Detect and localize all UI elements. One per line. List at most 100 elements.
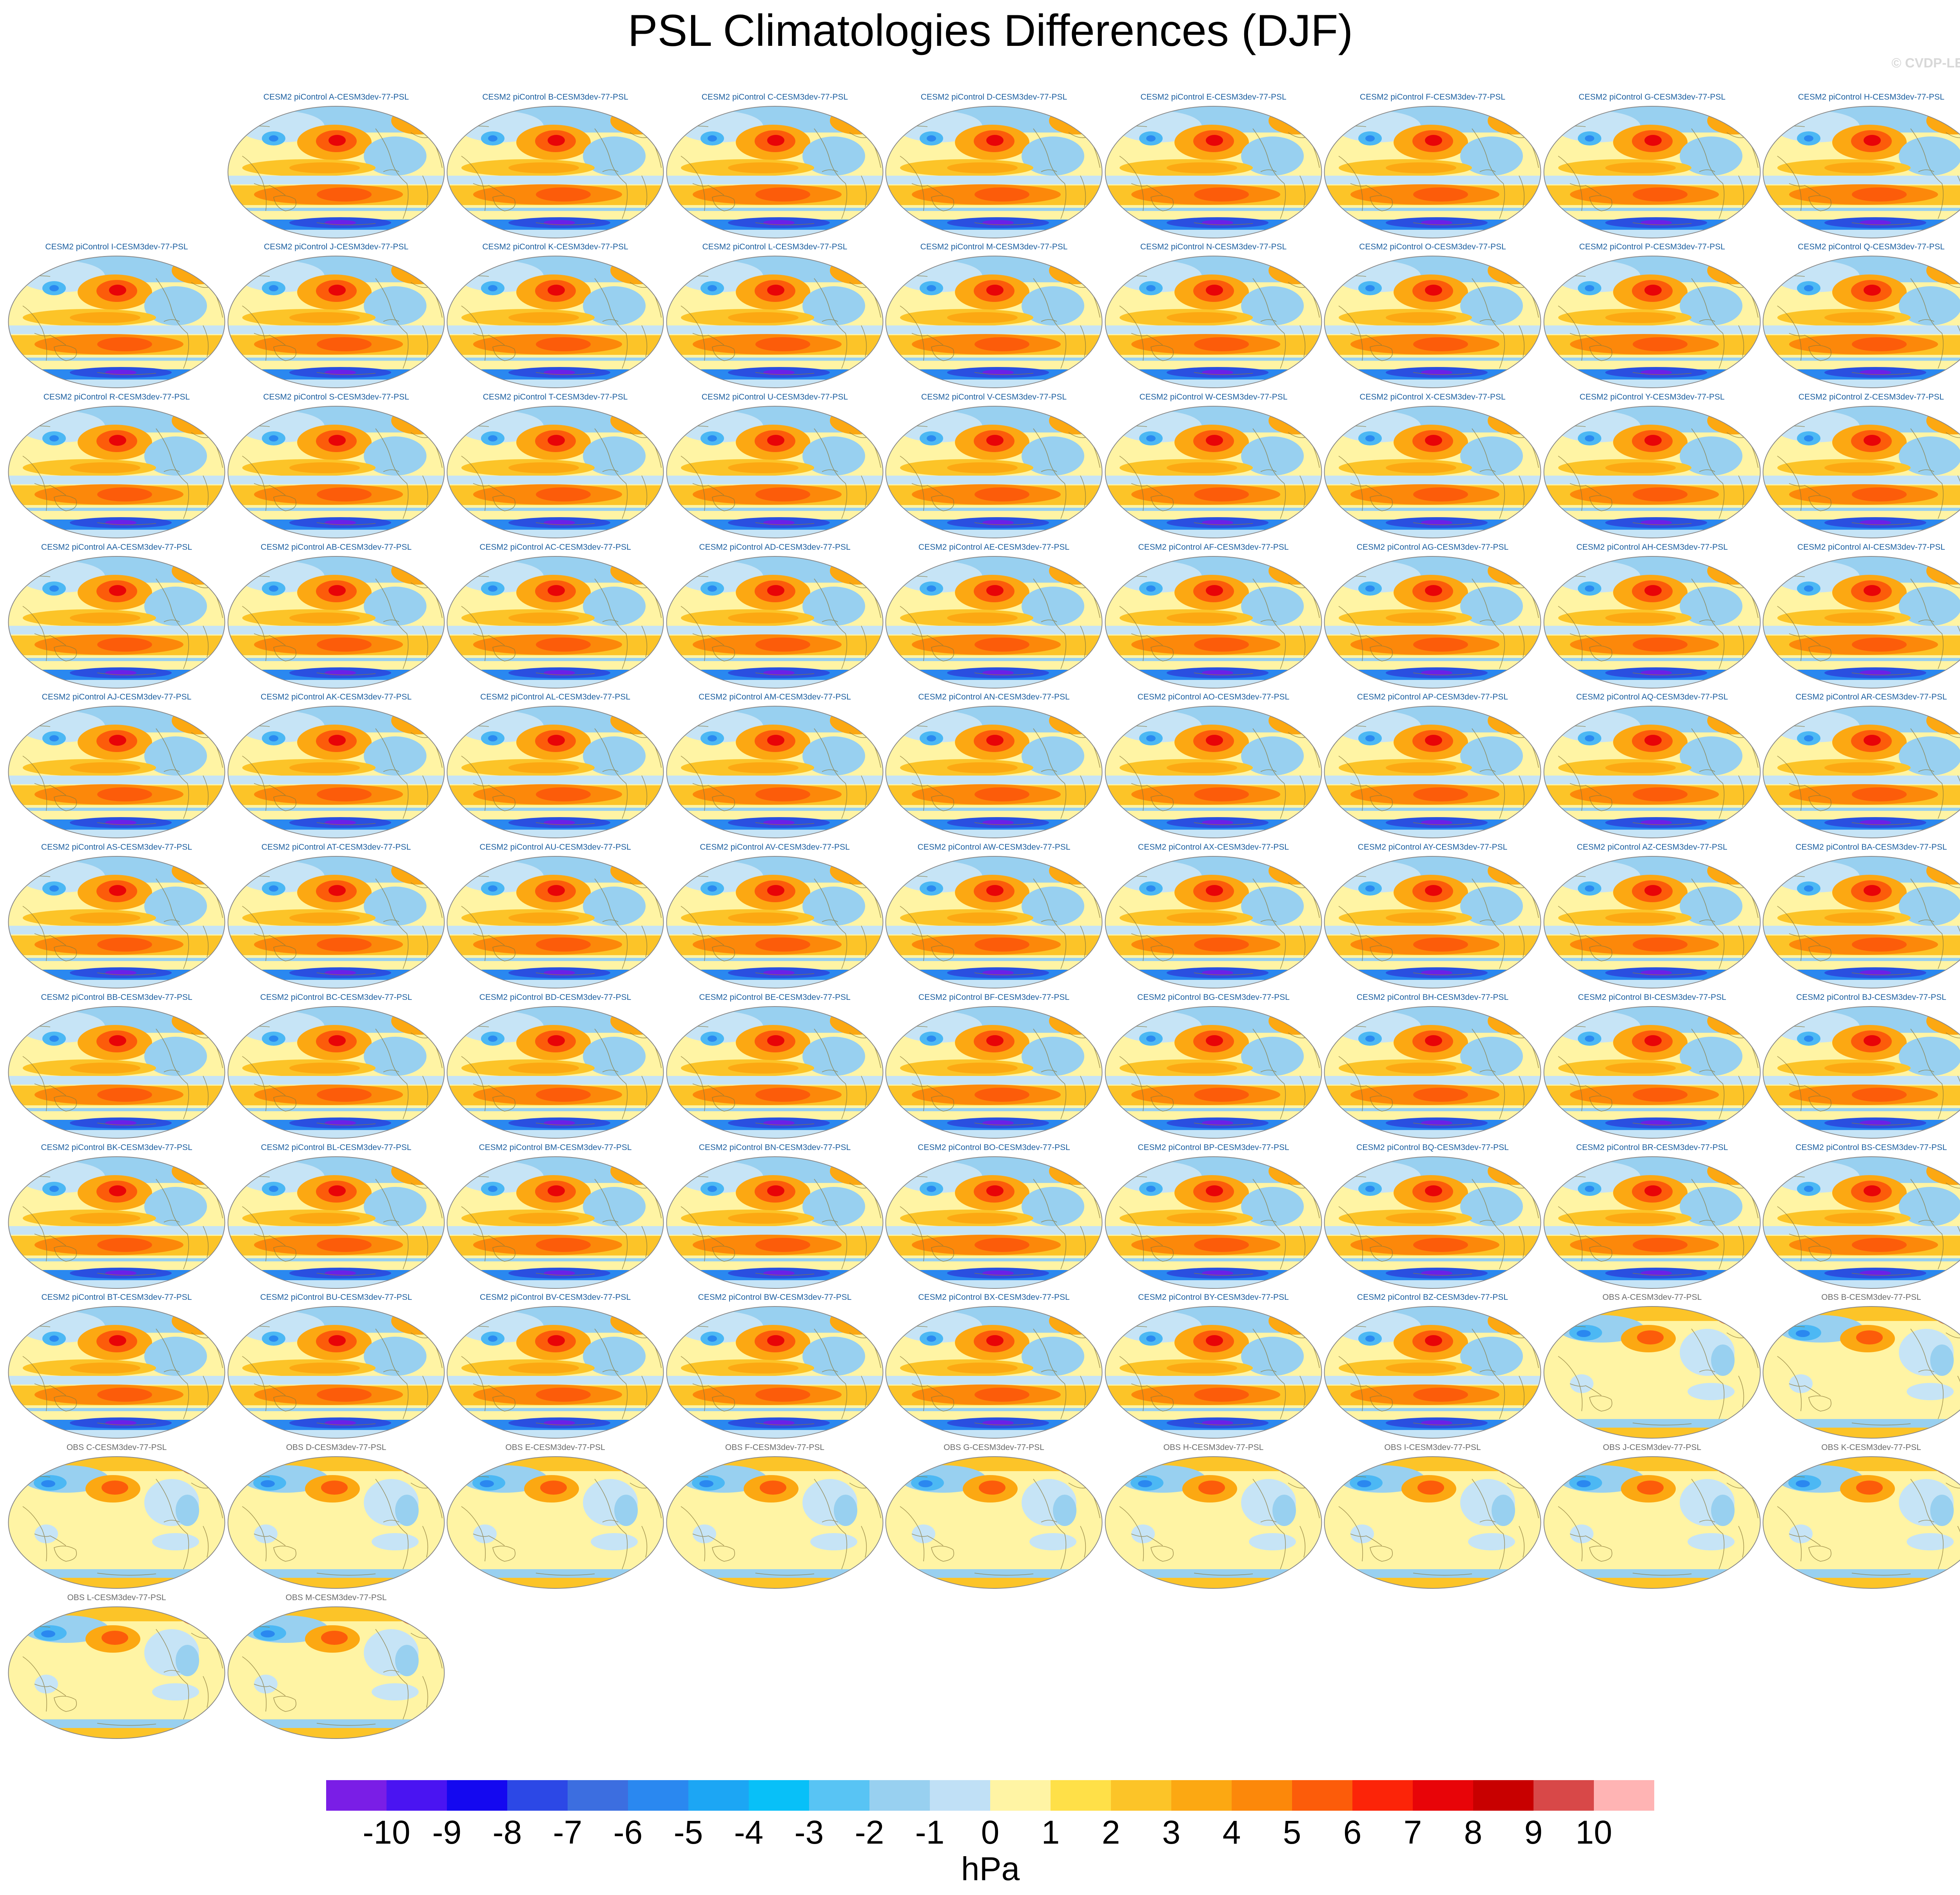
coastline	[1570, 633, 1602, 646]
map-panel: CESM2 piControl AJ-CESM3dev-77-PSL	[7, 689, 226, 839]
high-pressure-cell	[1049, 1007, 1102, 1035]
high-pressure-cell	[1069, 1162, 1092, 1176]
coastline	[814, 428, 848, 519]
low-pressure-cell	[1365, 435, 1375, 442]
high-pressure-cell	[1269, 1157, 1322, 1185]
pressure-band	[447, 1226, 664, 1235]
pressure-band	[1167, 162, 1237, 173]
coastline	[1691, 128, 1725, 219]
pressure-band	[8, 661, 225, 668]
map-outline	[446, 1006, 664, 1139]
coastline	[1338, 906, 1363, 961]
panel-title: CESM2 piControl Y-CESM3dev-77-PSL	[1579, 392, 1725, 402]
coastline	[1738, 775, 1744, 807]
map-outline	[446, 1456, 664, 1589]
pressure-band	[254, 1524, 278, 1543]
coastline	[861, 1375, 867, 1408]
coastline	[755, 522, 815, 525]
high-pressure-cell	[1269, 857, 1322, 885]
coastline	[34, 633, 66, 646]
low-pressure-cell	[1365, 1186, 1375, 1192]
pressure-band	[1241, 286, 1304, 325]
panel-title: CESM2 piControl BE-CESM3dev-77-PSL	[699, 993, 851, 1002]
high-pressure-cell	[1206, 285, 1223, 296]
robinson-map	[1543, 1456, 1761, 1589]
pressure-band	[1763, 661, 1960, 668]
high-pressure-cell	[849, 862, 873, 876]
low-pressure-cell	[1146, 1186, 1156, 1192]
map-outline	[446, 856, 664, 988]
pressure-band	[1105, 211, 1322, 218]
pressure-band	[1544, 926, 1760, 934]
coastline	[1131, 1083, 1163, 1096]
map-panel: CESM2 piControl AG-CESM3dev-77-PSL	[1323, 540, 1542, 689]
coastline	[1350, 1083, 1382, 1096]
map-panel: OBS I-CESM3dev-77-PSL	[1323, 1440, 1542, 1590]
pressure-band	[1899, 286, 1960, 325]
map-outline	[8, 256, 225, 388]
pressure-band	[1324, 626, 1541, 634]
coastlines	[1769, 1176, 1960, 1276]
high-pressure-cell	[19, 1579, 58, 1588]
high-pressure-cell	[1049, 1157, 1102, 1185]
pressure-band	[70, 762, 140, 773]
pressure-band	[1324, 1076, 1541, 1085]
coastline	[473, 933, 505, 946]
panel-title: CESM2 piControl M-CESM3dev-77-PSL	[920, 242, 1068, 251]
map-panel: OBS D-CESM3dev-77-PSL	[227, 1440, 446, 1590]
colorbar-units: hPa	[961, 1850, 1020, 1887]
robinson-map	[1324, 856, 1541, 988]
high-pressure-cell	[767, 435, 784, 446]
high-pressure-cell	[102, 1631, 128, 1645]
coastline	[1851, 672, 1911, 676]
high-pressure-cell	[1288, 1162, 1312, 1176]
high-pressure-cell	[610, 1157, 664, 1185]
coastline	[1851, 522, 1911, 525]
robinson-map	[8, 1456, 225, 1589]
coastline	[1632, 522, 1692, 525]
pressure-band	[228, 1457, 445, 1471]
coastline	[1777, 1506, 1802, 1562]
coastline	[1370, 1395, 1393, 1412]
robinson-map	[8, 1156, 225, 1289]
coastline	[163, 1370, 180, 1372]
coastline	[1789, 633, 1821, 646]
panel-title: CESM2 piControl K-CESM3dev-77-PSL	[482, 242, 628, 251]
low-pressure-cell	[927, 435, 936, 442]
coastline	[1260, 1070, 1277, 1072]
colorbar-segment	[1594, 1780, 1654, 1811]
coastline	[203, 775, 209, 807]
coastline	[641, 175, 648, 207]
coastline	[822, 469, 838, 472]
robinson-map	[8, 1306, 225, 1439]
pressure-band	[8, 1457, 225, 1471]
map-outline	[8, 1606, 225, 1739]
high-pressure-cell	[536, 1388, 591, 1402]
map-outline	[1543, 1456, 1761, 1589]
coastline	[900, 305, 924, 361]
coastline	[1151, 345, 1174, 361]
pressure-band	[228, 1728, 445, 1739]
pressure-band	[666, 1111, 883, 1118]
coastlines	[892, 576, 1100, 676]
coastline	[1041, 620, 1057, 622]
coastline	[1519, 775, 1525, 807]
high-pressure-cell	[1488, 107, 1541, 134]
panel-title: CESM2 piControl AX-CESM3dev-77-PSL	[1138, 843, 1289, 852]
pressure-band	[886, 1411, 1102, 1418]
coastline	[1957, 475, 1960, 507]
colorbar-tick-label: -7	[553, 1814, 583, 1851]
coastlines	[673, 576, 881, 676]
pressure-band	[447, 926, 664, 934]
map-outline	[1762, 706, 1960, 838]
map-outline	[885, 256, 1103, 388]
pressure-band	[1105, 776, 1322, 784]
map-outline	[446, 706, 664, 838]
pressure-band	[1105, 626, 1322, 634]
map-outline	[1762, 256, 1960, 388]
coastline	[254, 1383, 286, 1396]
pressure-band	[810, 1533, 857, 1550]
coastline	[1738, 475, 1744, 507]
coastline	[861, 775, 867, 807]
high-pressure-cell	[1488, 1307, 1541, 1335]
